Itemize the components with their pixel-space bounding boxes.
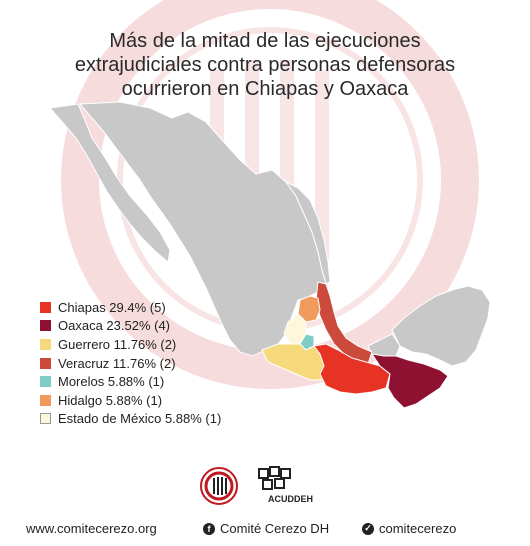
- acuddeh-label: ACUDDEH: [268, 494, 313, 504]
- legend: Chiapas 29.4% (5) Oaxaca 23.52% (4) Guer…: [40, 298, 221, 428]
- legend-label: Chiapas 29.4% (5): [58, 299, 166, 315]
- legend-swatch: [40, 394, 51, 406]
- twitter-link[interactable]: ✓ comitecerezo: [362, 521, 456, 536]
- legend-item-oaxaca: Oaxaca 23.52% (4): [40, 317, 221, 336]
- legend-swatch: [40, 338, 51, 350]
- legend-item-guerrero: Guerrero 11.76% (2): [40, 335, 221, 354]
- facebook-icon: f: [203, 522, 215, 535]
- legend-swatch: [40, 320, 51, 332]
- title-line-1: Más de la mitad de las ejecuciones: [109, 30, 421, 52]
- region-oaxaca: [313, 343, 391, 395]
- twitter-label: comitecerezo: [379, 521, 457, 536]
- region-guerrero: [261, 343, 325, 381]
- legend-label: Hidalgo 5.88% (1): [58, 392, 163, 408]
- legend-swatch: [40, 301, 51, 313]
- legend-item-estado-de-mexico: Estado de México 5.88% (1): [40, 410, 221, 429]
- region-chiapas: [370, 353, 449, 409]
- legend-swatch: [40, 413, 51, 425]
- map-title: Más de la mitad de las ejecuciones extra…: [20, 29, 510, 101]
- website-link[interactable]: www.comitecerezo.org: [26, 521, 157, 536]
- legend-label: Estado de México 5.88% (1): [58, 411, 222, 427]
- facebook-label: Comité Cerezo DH: [220, 521, 330, 536]
- legend-item-veracruz: Veracruz 11.76% (2): [40, 354, 221, 373]
- title-line-3: ocurrieron en Chiapas y Oaxaca: [121, 78, 409, 100]
- legend-label: Oaxaca 23.52% (4): [58, 318, 171, 334]
- legend-item-chiapas: Chiapas 29.4% (5): [40, 298, 221, 317]
- legend-swatch: [40, 357, 51, 369]
- legend-label: Guerrero 11.76% (2): [58, 336, 177, 352]
- legend-label: Veracruz 11.76% (2): [58, 355, 176, 371]
- region-veracruz: [315, 281, 373, 365]
- acuddeh-logo: [258, 466, 291, 490]
- comite-cerezo-logo: [200, 467, 238, 505]
- region-tamaulipas: [285, 181, 331, 285]
- title-line-2: extrajudiciales contra personas defensor…: [74, 54, 456, 76]
- legend-swatch: [40, 376, 51, 388]
- region-yucatan: [391, 285, 491, 367]
- facebook-link[interactable]: f Comité Cerezo DH: [203, 521, 329, 536]
- legend-item-hidalgo: Hidalgo 5.88% (1): [40, 391, 221, 410]
- twitter-icon: ✓: [362, 522, 374, 535]
- region-baja-california: [49, 103, 171, 263]
- legend-item-morelos: Morelos 5.88% (1): [40, 372, 221, 391]
- legend-label: Morelos 5.88% (1): [58, 374, 165, 390]
